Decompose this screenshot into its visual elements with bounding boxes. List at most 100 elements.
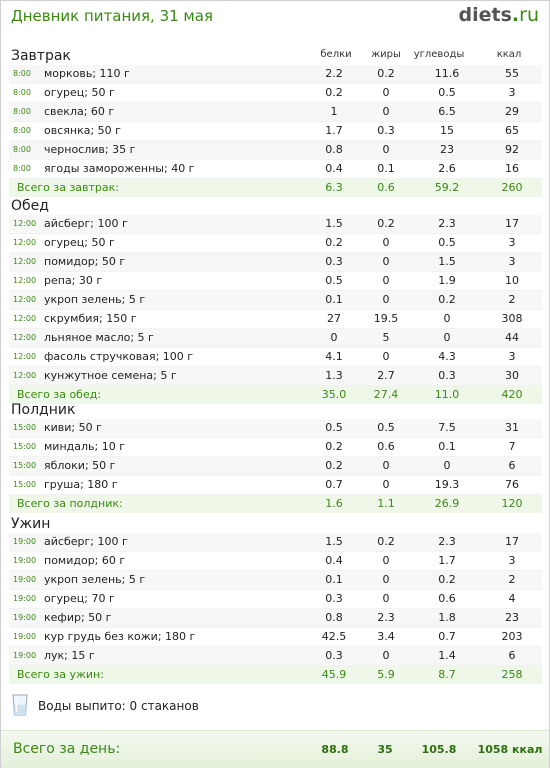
food-carbs: 2.3: [438, 535, 456, 548]
food-time: 8:00: [13, 88, 31, 97]
food-row[interactable]: 15:00 киви; 50 г 0.5 0.5 7.5 31: [9, 419, 542, 438]
site-logo[interactable]: diets.ru: [459, 4, 539, 26]
food-carbs: 1.8: [438, 611, 456, 624]
food-row[interactable]: 19:00 огурец; 70 г 0.3 0 0.6 4: [9, 590, 542, 609]
food-protein: 0.5: [325, 274, 343, 287]
column-header-kcal: ккал: [496, 49, 522, 60]
food-carbs: 0.2: [438, 293, 456, 306]
food-row[interactable]: 12:00 фасоль стручковая; 100 г 4.1 0 4.3 3: [9, 348, 542, 367]
food-row[interactable]: 8:00 свекла; 60 г 1 0 6.5 29: [9, 103, 542, 122]
food-time: 19:00: [13, 556, 37, 565]
food-time: 19:00: [13, 537, 37, 546]
food-name: груша; 180 г: [44, 478, 118, 491]
meal-total-kcal: 120: [501, 497, 523, 510]
food-row[interactable]: 8:00 ягоды замороженны; 40 г 0.4 0.1 2.6 16: [9, 160, 542, 179]
meal-total-row: Всего за полдник: 1.6 1.1 26.9 120: [9, 495, 542, 513]
meal-total-kcal: 260: [501, 181, 523, 194]
food-protein: 1.5: [325, 535, 343, 548]
meal-total-row: Всего за обед: 35.0 27.4 11.0 420: [9, 386, 542, 404]
food-carbs: 0: [443, 459, 451, 472]
food-carbs: 0.5: [438, 86, 456, 99]
food-name: киви; 50 г: [44, 421, 102, 434]
food-row[interactable]: 8:00 огурец; 50 г 0.2 0 0.5 3: [9, 84, 542, 103]
food-row[interactable]: 15:00 яблоки; 50 г 0.2 0 0 6: [9, 457, 542, 476]
food-row[interactable]: 19:00 кефир; 50 г 0.8 2.3 1.8 23: [9, 609, 542, 628]
food-row[interactable]: 12:00 льняное масло; 5 г 0 5 0 44: [9, 329, 542, 348]
meal-total-label: Всего за завтрак:: [17, 181, 120, 194]
meal-rows: 12:00 айсберг; 100 г 1.5 0.2 2.3 17 12:00 огуре…: [9, 215, 542, 404]
food-protein: 0.3: [325, 255, 343, 268]
food-row[interactable]: 19:00 укроп зелень; 5 г 0.1 0 0.2 2: [9, 571, 542, 590]
food-time: 19:00: [13, 594, 37, 603]
food-fat: 0: [382, 649, 390, 662]
meal-total-protein: 6.3: [325, 181, 343, 194]
food-kcal: 31: [505, 421, 519, 434]
food-carbs: 0.3: [438, 369, 456, 382]
column-header-carbs: углеводы: [413, 49, 465, 60]
food-fat: 0.2: [377, 535, 395, 548]
food-row[interactable]: 8:00 чернослив; 35 г 0.8 0 23 92: [9, 141, 542, 160]
food-row[interactable]: 12:00 укроп зелень; 5 г 0.1 0 0.2 2: [9, 291, 542, 310]
food-name: кефир; 50 г: [44, 611, 112, 624]
food-protein: 1.7: [325, 124, 343, 137]
food-row[interactable]: 12:00 репа; 30 г 0.5 0 1.9 10: [9, 272, 542, 291]
food-name: помидор; 60 г: [44, 554, 126, 567]
food-time: 8:00: [13, 145, 31, 154]
food-row[interactable]: 12:00 айсберг; 100 г 1.5 0.2 2.3 17: [9, 215, 542, 234]
food-name: айсберг; 100 г: [44, 535, 128, 548]
food-row[interactable]: 15:00 груша; 180 г 0.7 0 19.3 76: [9, 476, 542, 495]
food-row[interactable]: 19:00 лук; 15 г 0.3 0 1.4 6: [9, 647, 542, 666]
food-time: 12:00: [13, 219, 37, 228]
page-title: Дневник питания, 31 мая: [11, 7, 213, 25]
food-kcal: 65: [505, 124, 519, 137]
meal-total-carbs: 8.7: [438, 668, 456, 681]
meal-total-carbs: 59.2: [434, 181, 460, 194]
food-kcal: 55: [505, 67, 519, 80]
meal-total-protein: 45.9: [321, 668, 347, 681]
food-name: огурец; 70 г: [44, 592, 115, 605]
food-row[interactable]: 8:00 морковь; 110 г 2.2 0.2 11.6 55: [9, 65, 542, 84]
food-kcal: 308: [501, 312, 523, 325]
glass-icon: [12, 694, 28, 716]
food-time: 12:00: [13, 257, 37, 266]
meal-rows: 19:00 айсберг; 100 г 1.5 0.2 2.3 17 19:00 помид…: [9, 533, 542, 684]
food-protein: 42.5: [321, 630, 347, 643]
food-row[interactable]: 8:00 овсянка; 50 г 1.7 0.3 15 65: [9, 122, 542, 141]
food-protein: 1: [330, 105, 338, 118]
food-row[interactable]: 12:00 огурец; 50 г 0.2 0 0.5 3: [9, 234, 542, 253]
food-row[interactable]: 15:00 миндаль; 10 г 0.2 0.6 0.1 7: [9, 438, 542, 457]
food-protein: 0.4: [325, 162, 343, 175]
food-row[interactable]: 19:00 айсберг; 100 г 1.5 0.2 2.3 17: [9, 533, 542, 552]
food-carbs: 0.5: [438, 236, 456, 249]
food-protein: 0: [330, 331, 338, 344]
food-row[interactable]: 19:00 помидор; 60 г 0.4 0 1.7 3: [9, 552, 542, 571]
food-name: ягоды замороженны; 40 г: [44, 162, 195, 175]
food-carbs: 1.7: [438, 554, 456, 567]
food-kcal: 17: [505, 535, 519, 548]
food-row[interactable]: 12:00 кунжутное семена; 5 г 1.3 2.7 0.3 30: [9, 367, 542, 386]
water-section: Воды выпито: 0 стаканов: [11, 693, 311, 719]
food-time: 19:00: [13, 575, 37, 584]
food-time: 8:00: [13, 107, 31, 116]
food-protein: 1.5: [325, 217, 343, 230]
food-time: 8:00: [13, 126, 31, 135]
food-name: укроп зелень; 5 г: [44, 293, 146, 306]
food-time: 19:00: [13, 632, 37, 641]
food-carbs: 1.5: [438, 255, 456, 268]
food-row[interactable]: 19:00 кур грудь без кожи; 180 г 42.5 3.4 0.7…: [9, 628, 542, 647]
food-protein: 2.2: [325, 67, 343, 80]
day-total-label: Всего за день:: [13, 741, 121, 757]
food-protein: 0.5: [325, 421, 343, 434]
meal-title: Полдник: [11, 402, 76, 418]
meal-total-kcal: 420: [501, 388, 523, 401]
meal-total-row: Всего за ужин: 45.9 5.9 8.7 258: [9, 666, 542, 684]
food-kcal: 7: [508, 440, 516, 453]
food-kcal: 44: [505, 331, 519, 344]
food-row[interactable]: 12:00 скрумбия; 150 г 27 19.5 0 308: [9, 310, 542, 329]
food-row[interactable]: 12:00 помидор; 50 г 0.3 0 1.5 3: [9, 253, 542, 272]
food-fat: 0: [382, 274, 390, 287]
food-fat: 0: [382, 293, 390, 306]
food-time: 15:00: [13, 480, 37, 489]
food-protein: 0.2: [325, 459, 343, 472]
